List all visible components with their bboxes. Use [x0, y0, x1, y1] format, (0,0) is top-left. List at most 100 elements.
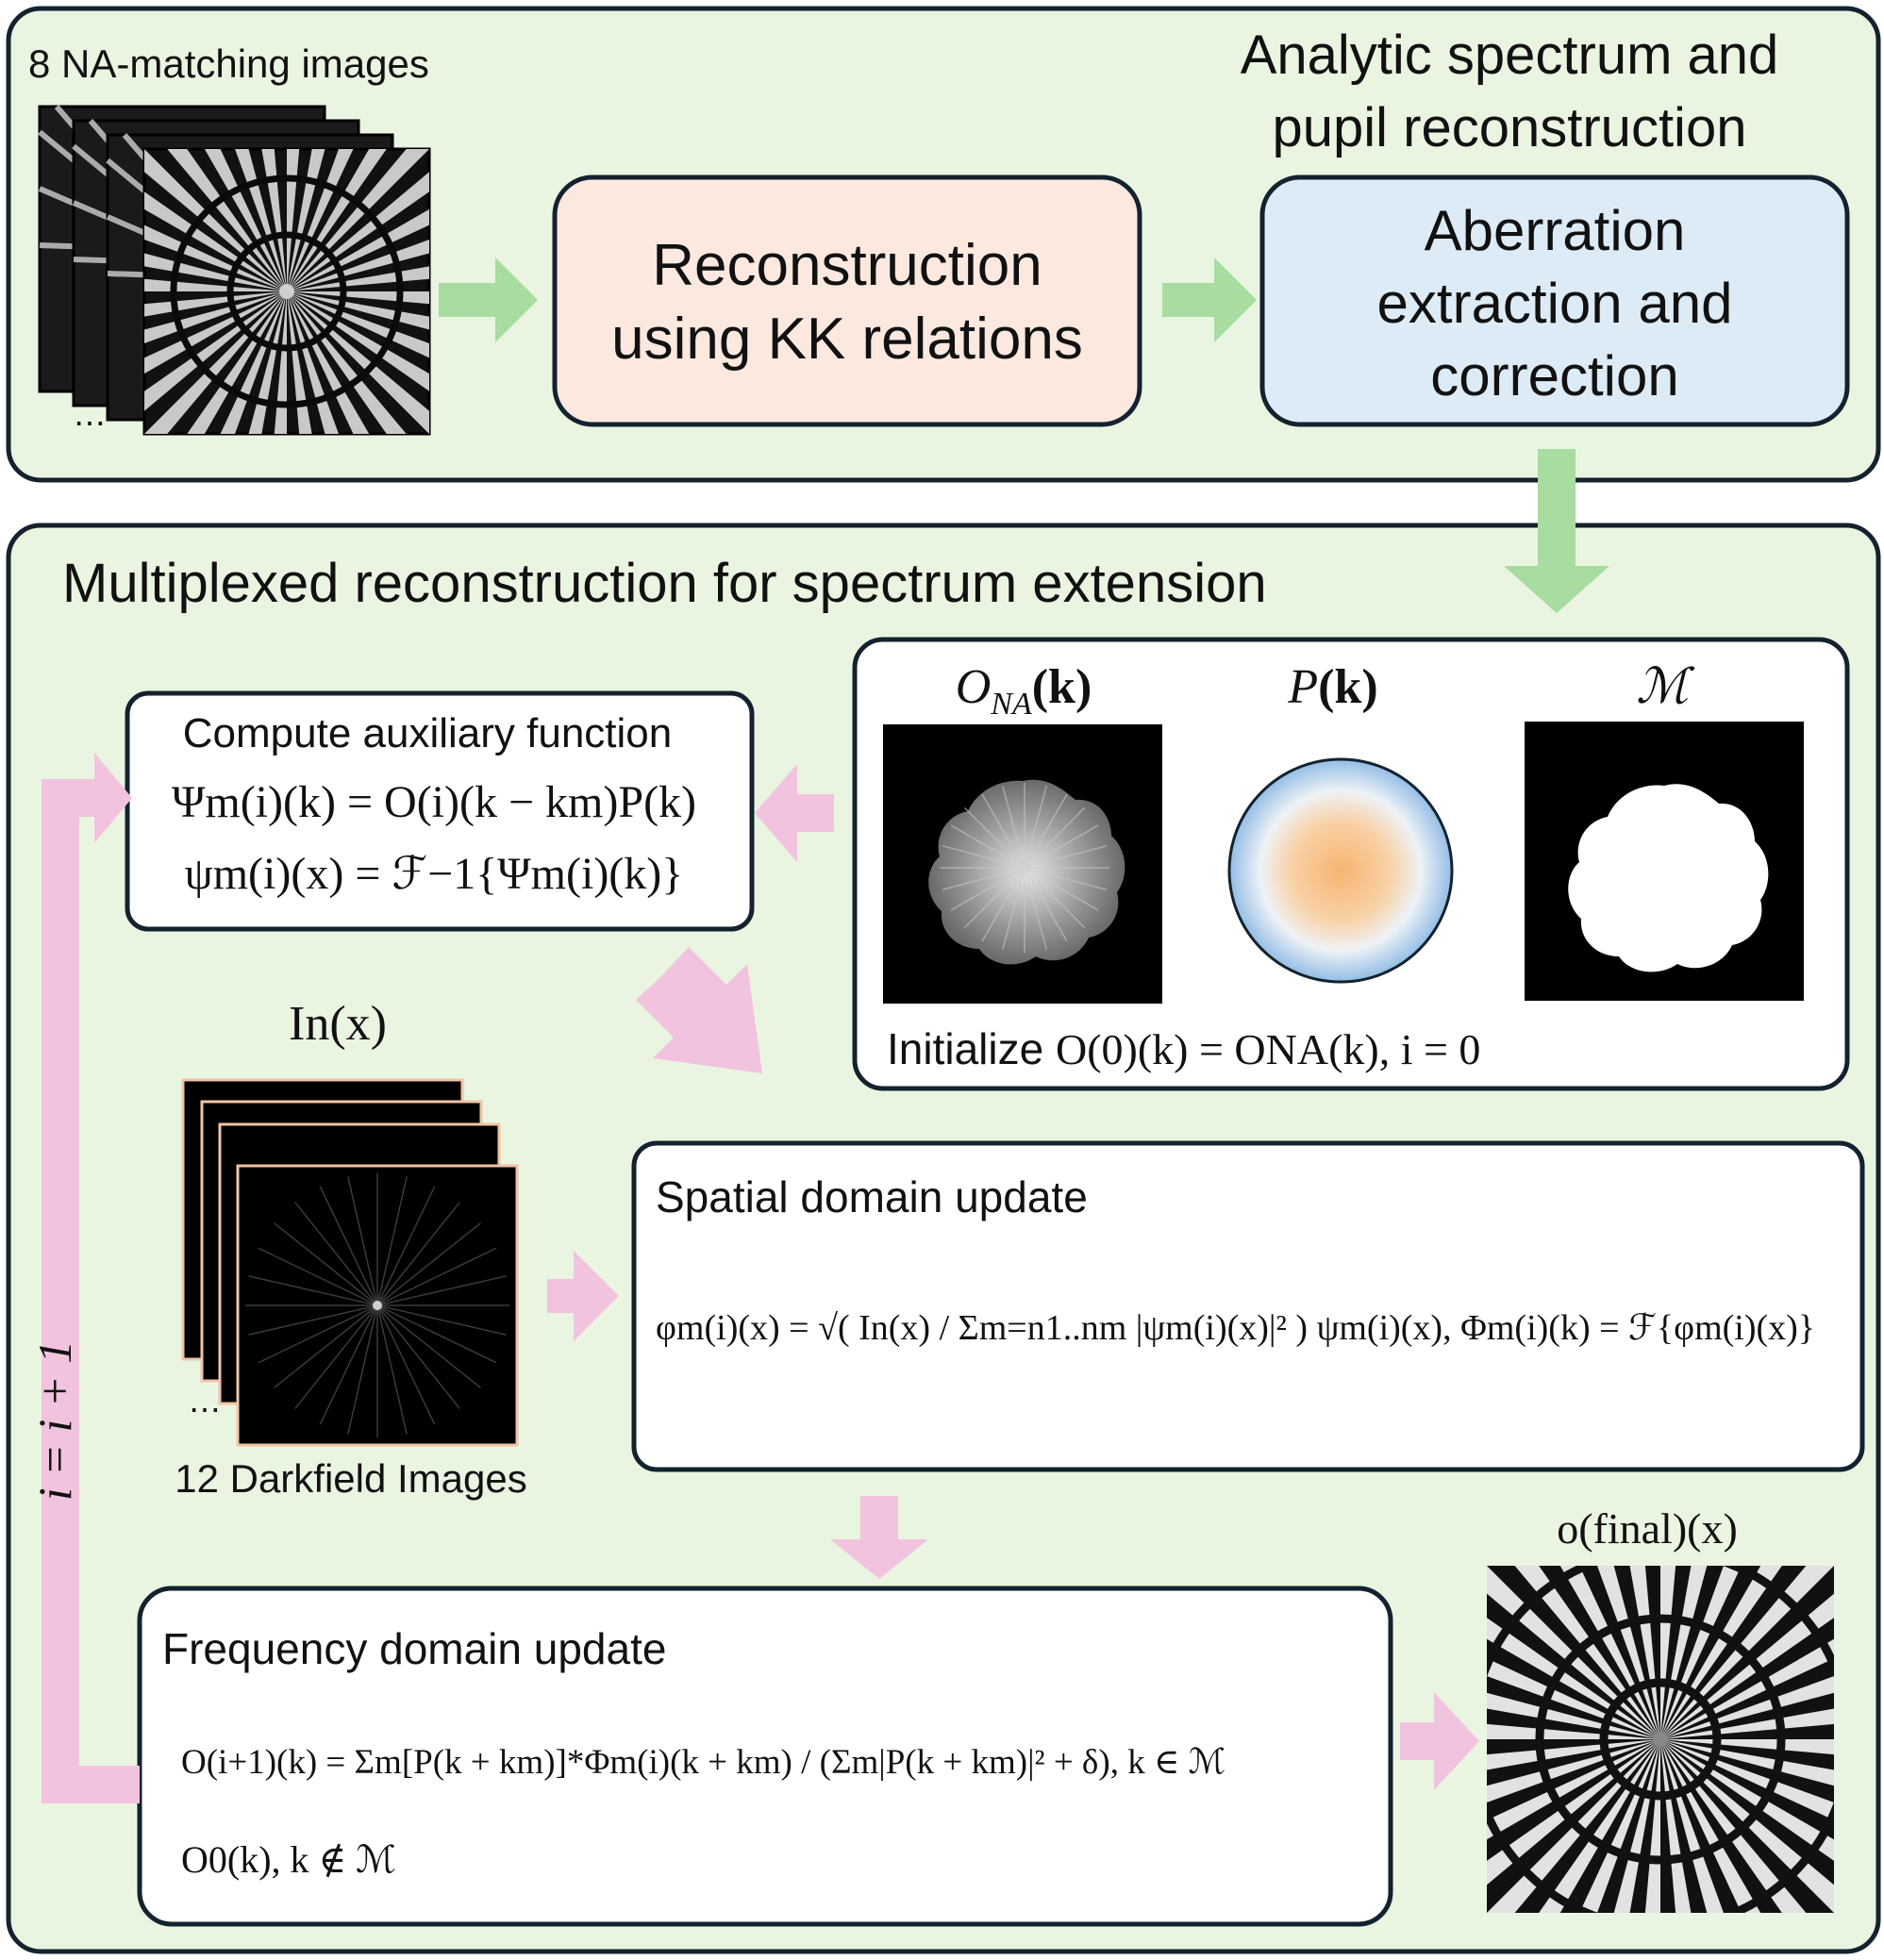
spoke — [1660, 1739, 1834, 1820]
pupil-label: P(k) — [1287, 660, 1377, 714]
ray — [1001, 785, 1025, 869]
ray — [1024, 793, 1068, 869]
aberration-box — [1259, 174, 1850, 427]
ray — [294, 1202, 378, 1306]
pink-arrow-diagonal — [636, 947, 762, 1073]
spoke — [1660, 1593, 1834, 1739]
spoke — [1660, 1739, 1761, 1913]
spoke — [287, 149, 354, 291]
ray — [319, 1304, 378, 1425]
ray — [347, 1176, 378, 1306]
aberration-box-line2: extraction and — [1377, 272, 1733, 335]
spoke — [1660, 1739, 1724, 1913]
top-panel-title-line1: Analytic spectrum and — [1241, 25, 1779, 86]
pupil-image — [1227, 757, 1454, 984]
spoke — [287, 172, 429, 291]
ray — [376, 1304, 497, 1364]
ray — [376, 1304, 507, 1336]
spoke — [1660, 1739, 1692, 1913]
spoke — [1579, 1739, 1660, 1913]
spoke — [1559, 1566, 1660, 1739]
spoke — [1487, 1739, 1660, 1885]
spoke — [287, 291, 339, 434]
ray — [963, 806, 1025, 869]
bottom-panel: Multiplexed reconstruction for spectrum … — [6, 449, 1881, 1954]
darkfield-label: In(x) — [289, 997, 387, 1051]
ray — [942, 867, 1025, 891]
spoke — [144, 291, 287, 374]
darkfield-ellipsis: ⋯ — [189, 1392, 221, 1428]
spoke — [1514, 1566, 1660, 1739]
mask-image — [1525, 722, 1804, 1001]
spoke — [1487, 1658, 1660, 1739]
spatial-box-title: Spatial domain update — [656, 1172, 1088, 1221]
auxiliary-function-box — [125, 690, 755, 932]
ray — [376, 1186, 436, 1306]
top-panel-title-line2: pupil reconstruction — [1273, 97, 1747, 158]
spatial-update-box — [631, 1140, 1865, 1472]
spoke — [1644, 1739, 1660, 1913]
ray — [1024, 867, 1086, 929]
ray — [274, 1304, 378, 1388]
ray — [294, 1304, 378, 1409]
ray — [1024, 844, 1108, 869]
pink-arrow-to-spatial — [547, 1251, 619, 1341]
spoke — [287, 240, 429, 291]
ona-label: ONA(k) — [956, 660, 1092, 722]
spoke — [1660, 1676, 1834, 1739]
ray — [981, 867, 1025, 942]
frequency-update-box — [137, 1586, 1393, 1927]
stack-label: 8 NA-matching images — [28, 42, 429, 86]
pink-arrow-to-final — [1400, 1692, 1479, 1790]
ray — [347, 1304, 378, 1435]
spoke — [287, 149, 429, 291]
kk-box-line2: using KK relations — [611, 307, 1083, 372]
na-image-front — [142, 147, 431, 436]
spoke — [1660, 1566, 1742, 1739]
aberration-box-line3: correction — [1430, 344, 1678, 407]
spoke — [144, 291, 287, 317]
ray — [258, 1304, 378, 1364]
ray — [1024, 785, 1048, 869]
ray — [376, 1275, 507, 1306]
ray — [1024, 867, 1099, 911]
ray — [950, 867, 1025, 911]
mask-label: ℳ — [1636, 660, 1694, 714]
na-image-stack: ⋯ — [38, 105, 431, 441]
ray — [1024, 806, 1086, 869]
frequency-box-title: Frequency domain update — [162, 1624, 666, 1673]
ray — [376, 1247, 497, 1306]
darkfield-spokes — [245, 1173, 509, 1437]
ray — [1024, 867, 1048, 951]
spoke — [1660, 1739, 1834, 1861]
spoke — [204, 149, 287, 291]
spoke — [287, 291, 407, 434]
green-arrow-down — [1504, 449, 1609, 613]
aberration-box-line1: Aberration — [1425, 199, 1686, 262]
spoke — [144, 291, 287, 434]
spoke — [274, 291, 287, 434]
ray — [248, 1304, 378, 1336]
spoke — [144, 224, 287, 291]
stack-ellipsis: ⋯ — [74, 406, 106, 441]
spoke — [287, 291, 429, 305]
spoke — [167, 149, 287, 291]
kk-box-line1: Reconstruction — [652, 233, 1042, 298]
ray — [1024, 824, 1099, 869]
pink-arrow-to-aux — [755, 764, 834, 862]
na-image-spokes — [144, 149, 429, 434]
ray — [942, 844, 1025, 869]
spoke — [1487, 1618, 1660, 1739]
green-arrow-to-aberration — [1162, 257, 1257, 342]
pink-arrow-to-frequency — [830, 1496, 928, 1579]
ray — [274, 1222, 378, 1306]
spoke — [287, 291, 370, 434]
spoke — [1660, 1739, 1834, 1755]
ray — [1001, 867, 1025, 951]
ray — [963, 867, 1025, 929]
spoke — [287, 208, 429, 291]
feedback-loop-arrow — [42, 753, 140, 1803]
ray — [376, 1304, 408, 1435]
spoke — [1487, 1739, 1660, 1770]
